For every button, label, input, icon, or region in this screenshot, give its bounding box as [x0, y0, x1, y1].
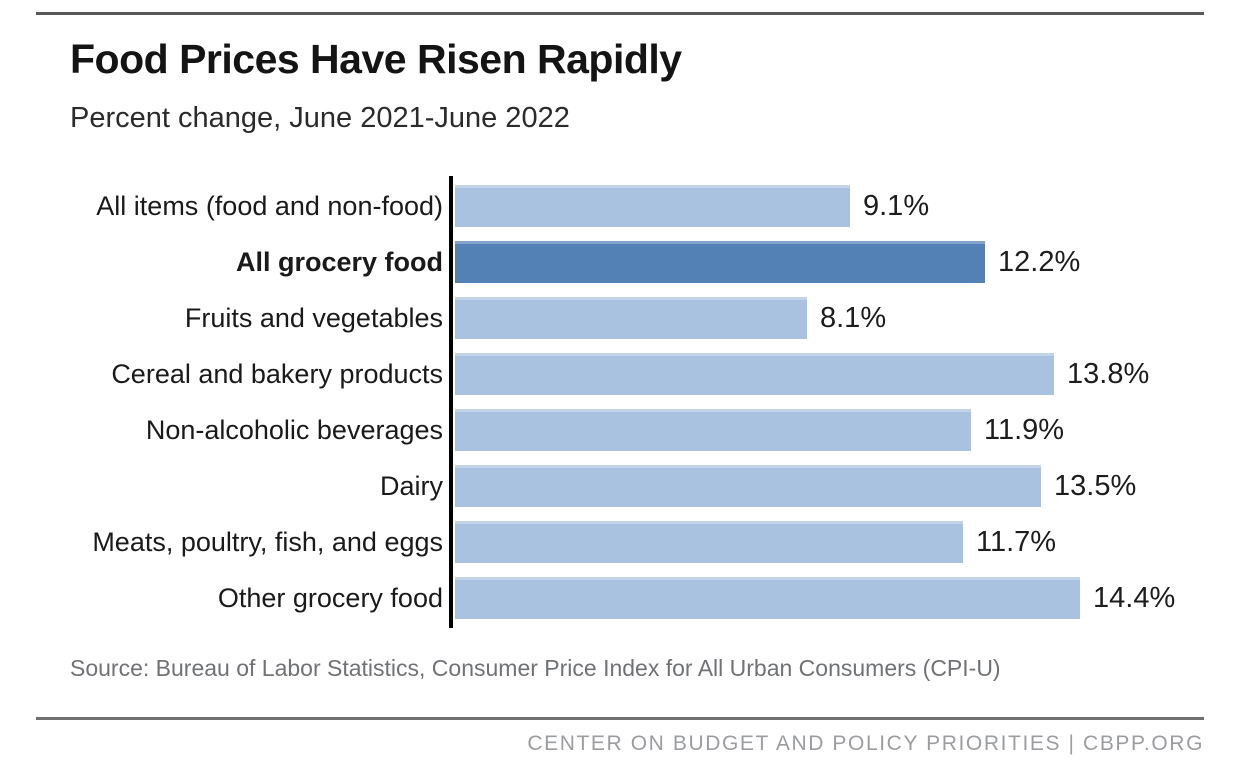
value-label: 14.4% — [1093, 581, 1176, 614]
category-label: Other grocery food — [217, 582, 443, 613]
bar — [455, 241, 985, 283]
bar-chart: All items (food and non-food) 9.1% All g… — [40, 176, 1200, 628]
bar-area: 12.2% — [455, 241, 1200, 283]
footer-divider — [36, 717, 1204, 720]
bar-row: All items (food and non-food) 9.1% — [40, 178, 1200, 234]
category-label: All items (food and non-food) — [96, 190, 443, 221]
category-label: Cereal and bakery products — [111, 358, 443, 389]
bar — [455, 577, 1080, 619]
category-label: Non-alcoholic beverages — [145, 414, 443, 445]
top-divider — [36, 12, 1204, 15]
bar — [455, 353, 1054, 395]
category-label: All grocery food — [235, 246, 443, 277]
bar-area: 13.5% — [455, 465, 1200, 507]
category-label: Meats, poultry, fish, and eggs — [92, 526, 443, 557]
chart-subtitle: Percent change, June 2021-June 2022 — [70, 102, 570, 134]
bar-row: Non-alcoholic beverages 11.9% — [40, 402, 1200, 458]
chart-title: Food Prices Have Risen Rapidly — [70, 36, 682, 82]
bar-rows: All items (food and non-food) 9.1% All g… — [40, 176, 1200, 628]
value-label: 8.1% — [820, 301, 887, 334]
bar — [455, 297, 807, 339]
bar-area: 8.1% — [455, 297, 1200, 339]
value-label: 11.9% — [984, 413, 1065, 446]
bar-area: 9.1% — [455, 185, 1200, 227]
source-note: Source: Bureau of Labor Statistics, Cons… — [70, 655, 1001, 681]
value-label: 11.7% — [976, 525, 1057, 558]
bar-area: 11.7% — [455, 521, 1200, 563]
bar-area: 14.4% — [455, 577, 1200, 619]
category-label: Dairy — [379, 470, 443, 501]
bar-row: Cereal and bakery products 13.8% — [40, 346, 1200, 402]
category-label: Fruits and vegetables — [184, 302, 443, 333]
value-label: 12.2% — [998, 245, 1081, 278]
bar-area: 13.8% — [455, 353, 1200, 395]
bar-area: 11.9% — [455, 409, 1200, 451]
bar — [455, 521, 963, 563]
value-label: 13.8% — [1067, 357, 1150, 390]
bar — [455, 409, 971, 451]
bar — [455, 465, 1041, 507]
y-axis-line — [449, 176, 453, 628]
bar-row: Dairy 13.5% — [40, 458, 1200, 514]
bar — [455, 185, 850, 227]
branding-text: CENTER ON BUDGET AND POLICY PRIORITIES |… — [527, 732, 1204, 755]
bar-row: Other grocery food 14.4% — [40, 570, 1200, 626]
value-label: 9.1% — [863, 189, 930, 222]
bar-row: Meats, poultry, fish, and eggs 11.7% — [40, 514, 1200, 570]
value-label: 13.5% — [1054, 469, 1137, 502]
bar-row: Fruits and vegetables 8.1% — [40, 290, 1200, 346]
bar-row: All grocery food 12.2% — [40, 234, 1200, 290]
